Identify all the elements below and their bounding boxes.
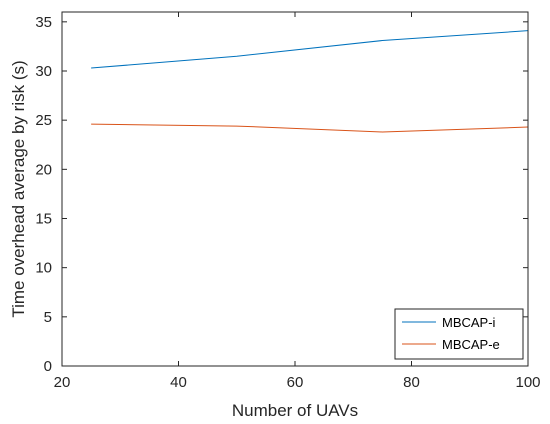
- x-tick-label: 100: [515, 374, 540, 391]
- y-tick-label: 25: [35, 112, 52, 129]
- legend-box: [394, 308, 524, 360]
- y-axis-title: Time overhead average by risk (s): [9, 60, 28, 317]
- y-tick-label: 0: [44, 358, 52, 375]
- y-tick-label: 5: [44, 309, 52, 326]
- y-tick-label: 10: [35, 260, 52, 277]
- y-tick-label: 15: [35, 211, 52, 228]
- legend-label-mbcap-i: MBCAP-i: [442, 315, 496, 330]
- y-tick-label: 35: [35, 14, 52, 31]
- y-tick-label: 30: [35, 63, 52, 80]
- x-axis-title: Number of UAVs: [232, 401, 358, 420]
- x-tick-label: 20: [54, 374, 71, 391]
- x-tick-label: 60: [287, 374, 304, 391]
- x-tick-label: 80: [403, 374, 420, 391]
- ticks-layer: 20 40 60 80 100 0 5 10 15 20 25 30 35: [35, 12, 541, 391]
- series-layer: [91, 30, 529, 133]
- legend: MBCAP-i MBCAP-e: [394, 308, 524, 360]
- y-tick-label: 20: [35, 161, 52, 178]
- x-tick-label: 40: [170, 374, 187, 391]
- plot-area: [62, 12, 528, 366]
- series-line-mbcap-e: [91, 123, 529, 133]
- series-line-mbcap-i: [91, 30, 529, 69]
- legend-label-mbcap-e: MBCAP-e: [442, 337, 500, 352]
